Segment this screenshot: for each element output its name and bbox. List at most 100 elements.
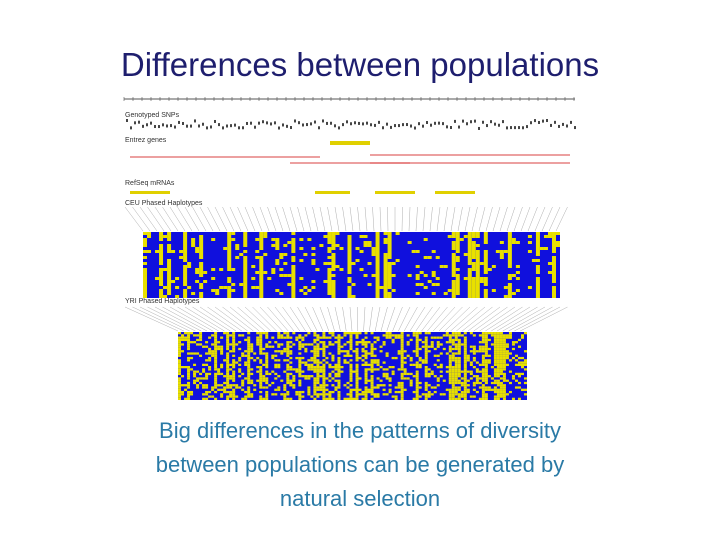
haplotype-allele [424, 338, 428, 342]
haplotype-allele [327, 292, 332, 295]
haplotype-allele [291, 256, 296, 259]
haplotype-allele [484, 395, 488, 398]
haplotype-allele [502, 354, 506, 357]
haplotype-allele [499, 384, 503, 387]
haplotype-allele [484, 393, 488, 396]
snp-mark [430, 123, 432, 127]
haplotype-allele [463, 368, 467, 371]
haplotype-allele [331, 232, 336, 235]
haplotype-allele [316, 388, 320, 391]
haplotype-allele [343, 384, 347, 387]
haplotype-allele [226, 366, 230, 369]
snp-mark [494, 122, 496, 126]
haplotype-allele [448, 334, 452, 337]
haplotype-allele [481, 363, 485, 366]
haplotype-allele [316, 336, 320, 339]
haplotype-allele [183, 277, 188, 280]
haplotype-allele [322, 386, 326, 389]
haplotype-allele [205, 384, 209, 387]
snp-mark [302, 123, 304, 127]
haplotype-allele [364, 352, 368, 355]
haplotype-allele [463, 386, 467, 389]
snp-mark [386, 122, 388, 126]
haplotype-allele [347, 256, 352, 259]
haplotype-allele [415, 397, 419, 400]
fan-line [491, 306, 531, 332]
haplotype-allele [196, 352, 200, 355]
haplotype-allele [371, 253, 376, 256]
haplotype-allele [205, 341, 209, 344]
haplotype-allele [167, 250, 172, 253]
haplotype-allele [507, 277, 512, 280]
haplotype-allele [364, 395, 368, 398]
haplotype-allele [455, 232, 460, 235]
haplotype-allele [256, 356, 260, 360]
haplotype-allele [286, 347, 290, 351]
haplotype-allele [451, 397, 455, 400]
haplotype-allele [183, 247, 188, 250]
haplotype-allele [364, 345, 368, 348]
haplotype-allele [535, 277, 540, 280]
haplotype-allele [178, 384, 182, 387]
haplotype-allele [467, 232, 472, 235]
haplotype-allele [259, 256, 264, 259]
haplotype-allele [178, 332, 182, 335]
haplotype-allele [487, 332, 491, 335]
haplotype-allele [217, 341, 221, 344]
haplotype-allele [520, 366, 524, 369]
snp-mark [226, 124, 228, 128]
haplotype-allele [448, 336, 452, 339]
haplotype-allele [187, 377, 191, 380]
snp-mark [402, 123, 404, 127]
haplotype-allele [298, 347, 302, 351]
haplotype-allele [457, 363, 461, 366]
haplotype-allele [196, 334, 200, 337]
snp-mark [158, 125, 160, 129]
haplotype-allele [478, 363, 482, 366]
haplotype-allele [349, 363, 353, 366]
haplotype-allele [484, 361, 488, 364]
haplotype-allele [349, 343, 353, 346]
haplotype-allele [367, 379, 371, 382]
haplotype-allele [184, 388, 188, 391]
haplotype-allele [409, 363, 413, 366]
haplotype-allele [424, 386, 428, 389]
haplotype-allele [263, 232, 268, 235]
haplotype-allele [310, 356, 314, 360]
fan-line [380, 306, 388, 332]
haplotype-allele [178, 336, 182, 339]
haplotype-allele [223, 375, 227, 378]
haplotype-allele [275, 289, 280, 292]
haplotype-allele [409, 381, 413, 385]
haplotype-allele [475, 232, 480, 235]
haplotype-allele [355, 247, 360, 250]
haplotype-allele [388, 336, 392, 339]
haplotype-allele [214, 361, 218, 364]
haplotype-allele [331, 283, 336, 286]
haplotype-allele [313, 359, 317, 362]
haplotype-allele [463, 336, 467, 339]
haplotype-allele [214, 338, 218, 342]
haplotype-allele [253, 384, 257, 387]
haplotype-allele [259, 336, 263, 339]
haplotype-allele [463, 343, 467, 346]
haplotype-allele [227, 238, 232, 241]
haplotype-allele [316, 370, 320, 373]
haplotype-allele [265, 356, 269, 360]
haplotype-allele [205, 363, 209, 366]
haplotype-allele [280, 393, 284, 396]
fan-line [214, 306, 248, 332]
haplotype-allele [424, 359, 428, 362]
fan-line [207, 206, 221, 232]
snp-mark [462, 119, 464, 123]
haplotype-allele [347, 295, 352, 298]
haplotype-allele [331, 370, 335, 373]
fan-line [169, 306, 213, 332]
haplotype-allele [316, 354, 320, 357]
haplotype-allele [229, 395, 233, 398]
haplotype-allele [301, 390, 305, 394]
haplotype-allele [298, 334, 302, 337]
haplotype-allele [271, 370, 275, 373]
haplotype-allele [451, 247, 456, 250]
snp-mark [274, 121, 276, 125]
